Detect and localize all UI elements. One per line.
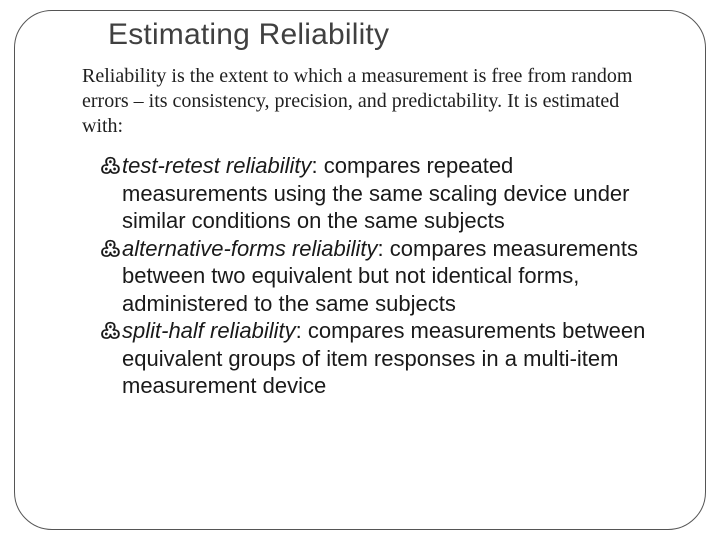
- slide: Estimating Reliability Reliability is th…: [0, 0, 720, 540]
- bullet-term: alternative-forms reliability: [122, 236, 378, 261]
- list-item: ߷ split-half reliability: compares measu…: [100, 317, 660, 400]
- bullet-term: split-half reliability: [122, 318, 296, 343]
- bullet-list: ߷ test-retest reliability: compares repe…: [100, 152, 660, 400]
- list-item: ߷ test-retest reliability: compares repe…: [100, 152, 660, 235]
- bullet-icon: ߷: [100, 152, 121, 180]
- bullet-term: test-retest reliability: [122, 153, 312, 178]
- bullet-icon: ߷: [100, 235, 121, 263]
- slide-title: Estimating Reliability: [108, 18, 389, 52]
- list-item: ߷ alternative-forms reliability: compare…: [100, 235, 660, 318]
- bullet-icon: ߷: [100, 317, 121, 345]
- intro-paragraph: Reliability is the extent to which a mea…: [82, 64, 652, 138]
